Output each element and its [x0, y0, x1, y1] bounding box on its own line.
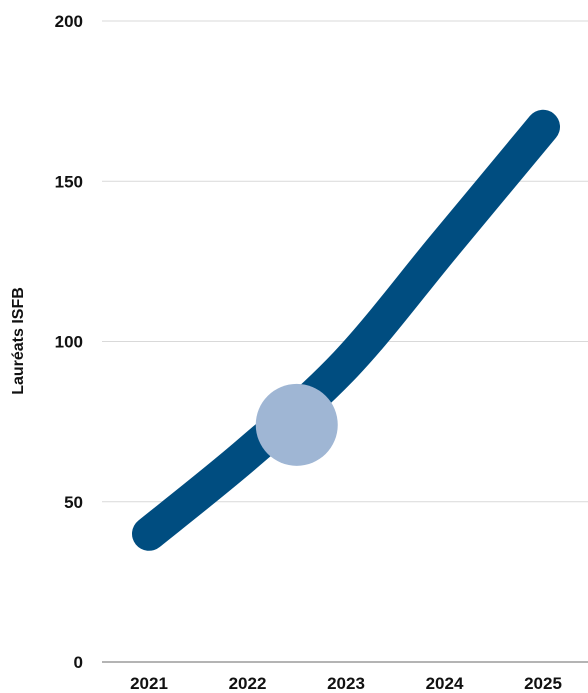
x-axis-ticks: 2021 2022 2023 2024 2025	[130, 674, 562, 693]
y-tick-label: 150	[55, 172, 83, 191]
y-axis-ticks: 0 50 100 150 200	[55, 12, 83, 672]
x-tick-label: 2024	[426, 674, 464, 693]
y-axis-label: Lauréats ISFB	[10, 287, 27, 395]
highlight-marker-group	[255, 383, 338, 466]
y-tick-label: 0	[74, 653, 83, 672]
x-tick-label: 2023	[327, 674, 365, 693]
y-tick-label: 50	[64, 493, 83, 512]
y-tick-label: 200	[55, 12, 83, 31]
x-tick-label: 2021	[130, 674, 168, 693]
highlight-point	[255, 383, 338, 466]
series-line	[132, 109, 560, 551]
y-tick-label: 100	[55, 333, 83, 352]
series-line-group	[132, 109, 560, 551]
x-tick-label: 2022	[229, 674, 267, 693]
x-tick-label: 2025	[524, 674, 562, 693]
